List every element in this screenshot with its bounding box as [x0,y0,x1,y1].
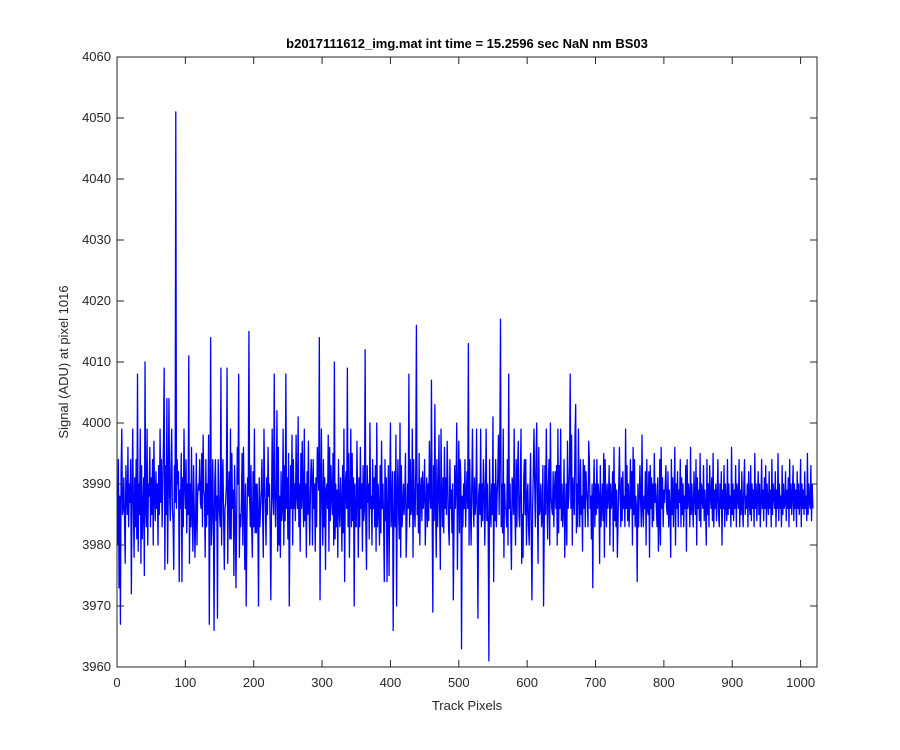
y-axis-label: Signal (ADU) at pixel 1016 [56,285,71,438]
x-tick-label: 500 [448,675,470,690]
y-tick-label: 4040 [82,171,111,186]
series-line [117,111,814,662]
plot-area [117,57,817,667]
y-axis: 3960 3970 3980 3990 4000 4010 4020 4030 4040 4050… [82,49,817,674]
chart-title: b2017111612_img.mat int time = 15.2596 s… [286,36,648,51]
y-tick-label: 4010 [82,354,111,369]
y-tick-label: 3960 [82,659,111,674]
x-tick-label: 300 [311,675,333,690]
x-axis-label: Track Pixels [432,698,503,713]
y-tick-label: 4060 [82,49,111,64]
x-tick-label: 600 [516,675,538,690]
y-tick-label: 3970 [82,598,111,613]
x-tick-label: 100 [175,675,197,690]
y-tick-label: 4030 [82,232,111,247]
x-tick-label: 400 [380,675,402,690]
y-tick-label: 3980 [82,537,111,552]
x-tick-label: 900 [721,675,743,690]
x-tick-label: 0 [113,675,120,690]
y-tick-label: 4020 [82,293,111,308]
x-tick-label: 200 [243,675,265,690]
x-tick-label: 700 [585,675,607,690]
x-tick-label: 1000 [786,675,815,690]
x-axis: 0 100 200 300 400 500 600 700 800 900 1000 [113,57,815,690]
y-tick-label: 4000 [82,415,111,430]
series-layer [117,111,814,662]
x-tick-label: 800 [653,675,675,690]
y-tick-label: 3990 [82,476,111,491]
y-tick-label: 4050 [82,110,111,125]
